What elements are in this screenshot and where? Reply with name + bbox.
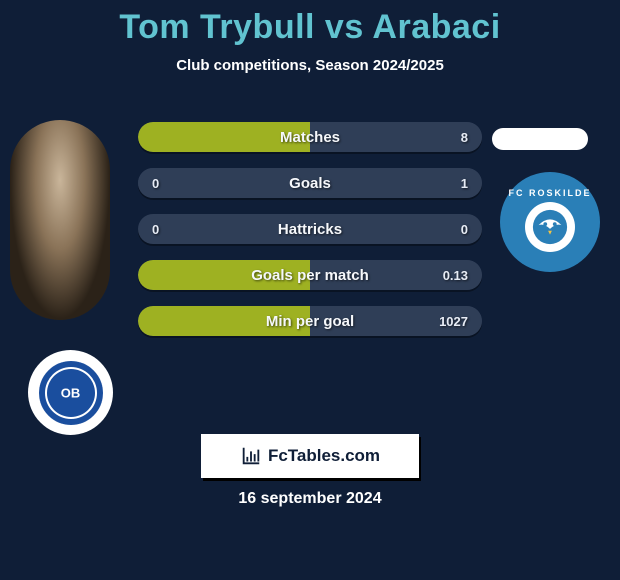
bar-label: Matches xyxy=(138,129,482,146)
bar-label: Goals per match xyxy=(138,267,482,284)
club-badge-left-inner xyxy=(36,358,106,428)
bar-value-right: 0.13 xyxy=(443,268,468,283)
subtitle: Club competitions, Season 2024/2025 xyxy=(0,57,620,74)
page-title: Tom Trybull vs Arabaci xyxy=(0,0,620,47)
bar-label: Goals xyxy=(138,175,482,192)
bar-label: Min per goal xyxy=(138,313,482,330)
club-badge-left xyxy=(28,350,113,435)
bar-row: 0 Hattricks 0 xyxy=(138,214,482,244)
player-left-photo xyxy=(10,120,110,320)
bar-value-right: 0 xyxy=(461,222,468,237)
bar-row: Min per goal 1027 xyxy=(138,306,482,336)
comparison-chart: Matches 8 0 Goals 1 0 Hattricks 0 Goals … xyxy=(138,122,482,352)
brand-watermark: FcTables.com xyxy=(201,434,419,478)
bar-row: Matches 8 xyxy=(138,122,482,152)
bar-value-right: 8 xyxy=(461,130,468,145)
date-text: 16 september 2024 xyxy=(0,490,620,508)
bar-row: 0 Goals 1 xyxy=(138,168,482,198)
bar-row: Goals per match 0.13 xyxy=(138,260,482,290)
club-badge-right: FC ROSKILDE xyxy=(500,172,600,272)
club-badge-right-bird xyxy=(525,202,575,252)
bar-label: Hattricks xyxy=(138,221,482,238)
bar-value-right: 1 xyxy=(461,176,468,191)
chart-icon xyxy=(240,445,262,467)
brand-text: FcTables.com xyxy=(268,446,380,466)
bar-value-right: 1027 xyxy=(439,314,468,329)
player-right-placeholder-pill xyxy=(492,128,588,150)
club-badge-right-text: FC ROSKILDE xyxy=(508,188,591,198)
